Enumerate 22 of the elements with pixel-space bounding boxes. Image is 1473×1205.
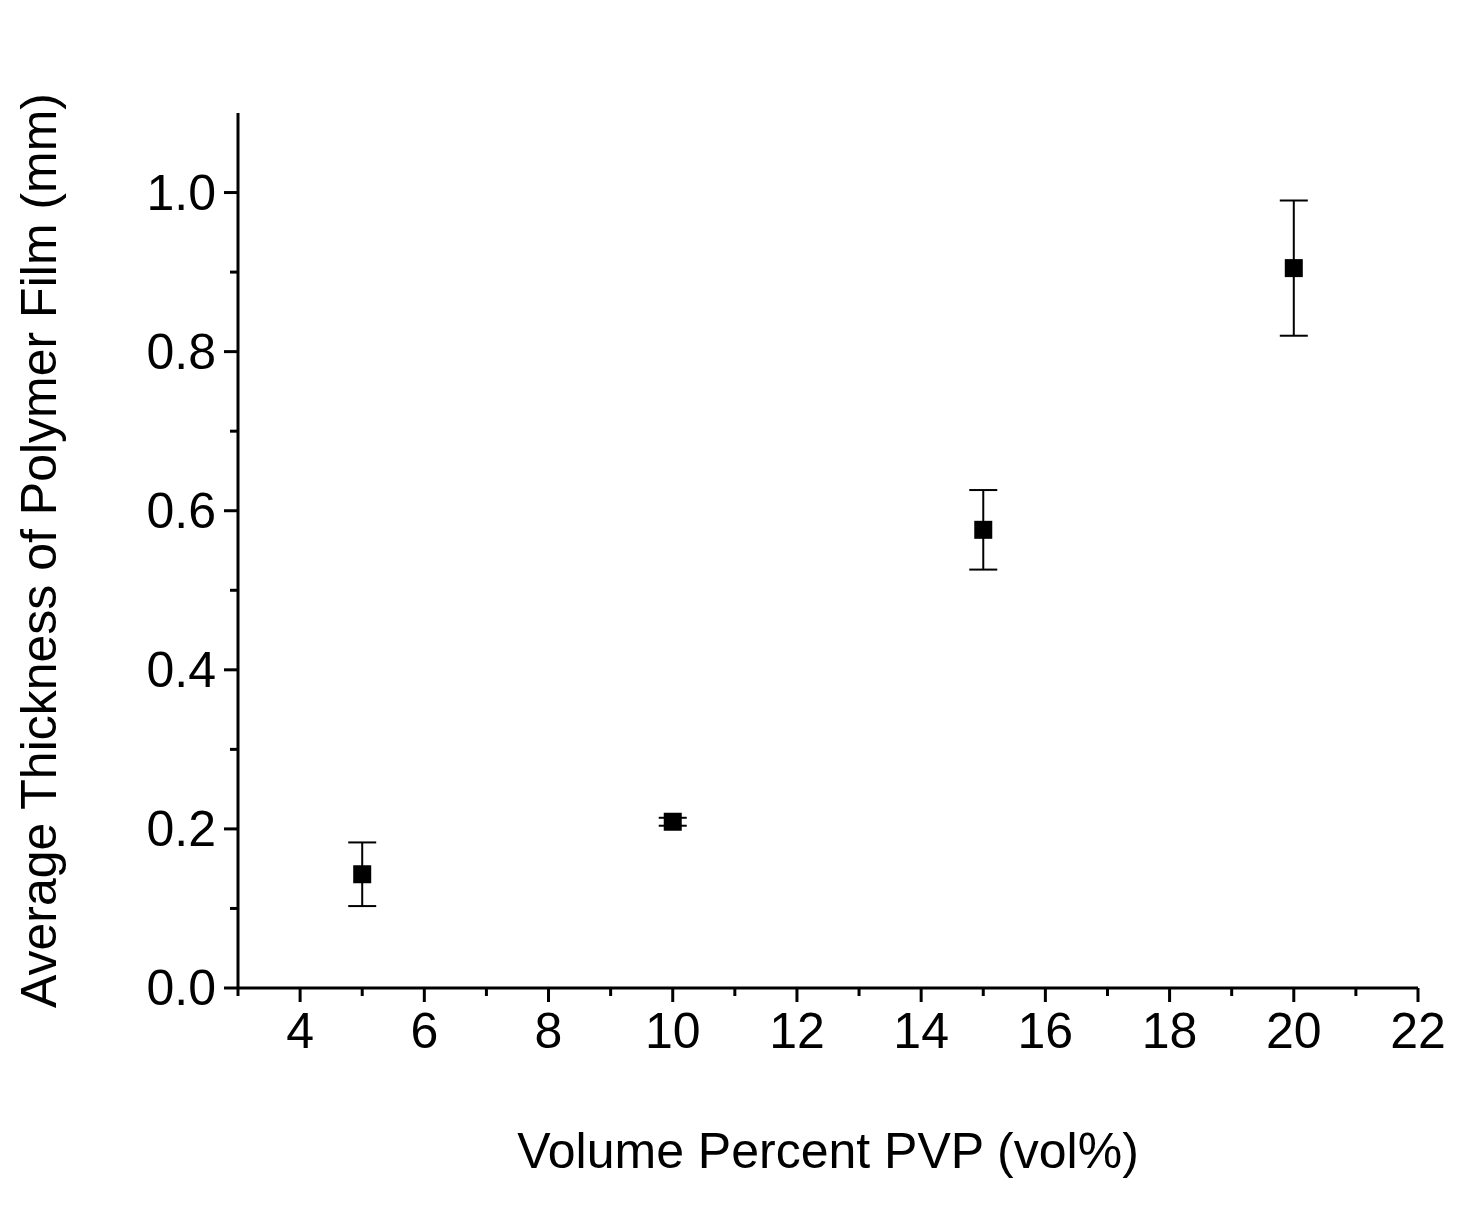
x-tick-label: 12 (769, 1003, 825, 1059)
point (1284, 259, 1303, 278)
x-tick-label: 18 (1141, 1003, 1198, 1059)
y-tick-label: 0.0 (146, 960, 216, 1016)
point (974, 520, 993, 539)
x-tick-label: 22 (1390, 1003, 1446, 1059)
y-tick-label: 0.4 (146, 641, 216, 698)
x-tick-label: 16 (1017, 1003, 1074, 1059)
x-tick-label: 8 (534, 1003, 563, 1059)
x-tick-label: 14 (893, 1003, 949, 1059)
y-axis-title: Average Thickness of Polymer Film (mm) (10, 92, 67, 1009)
x-tick-label: 4 (286, 1003, 315, 1059)
x-axis-title: Volume Percent PVP (vol%) (517, 1123, 1139, 1179)
y-tick-label: 0.6 (146, 482, 216, 539)
y-tick-label: 0.8 (146, 323, 216, 380)
y-tick-label: 0.2 (146, 800, 216, 857)
point (353, 865, 372, 884)
y-tick-label: 1.0 (146, 164, 216, 221)
point (663, 812, 682, 831)
x-tick-label: 20 (1265, 1003, 1322, 1059)
x-tick-label: 6 (410, 1003, 439, 1059)
x-tick-label: 10 (644, 1003, 701, 1059)
